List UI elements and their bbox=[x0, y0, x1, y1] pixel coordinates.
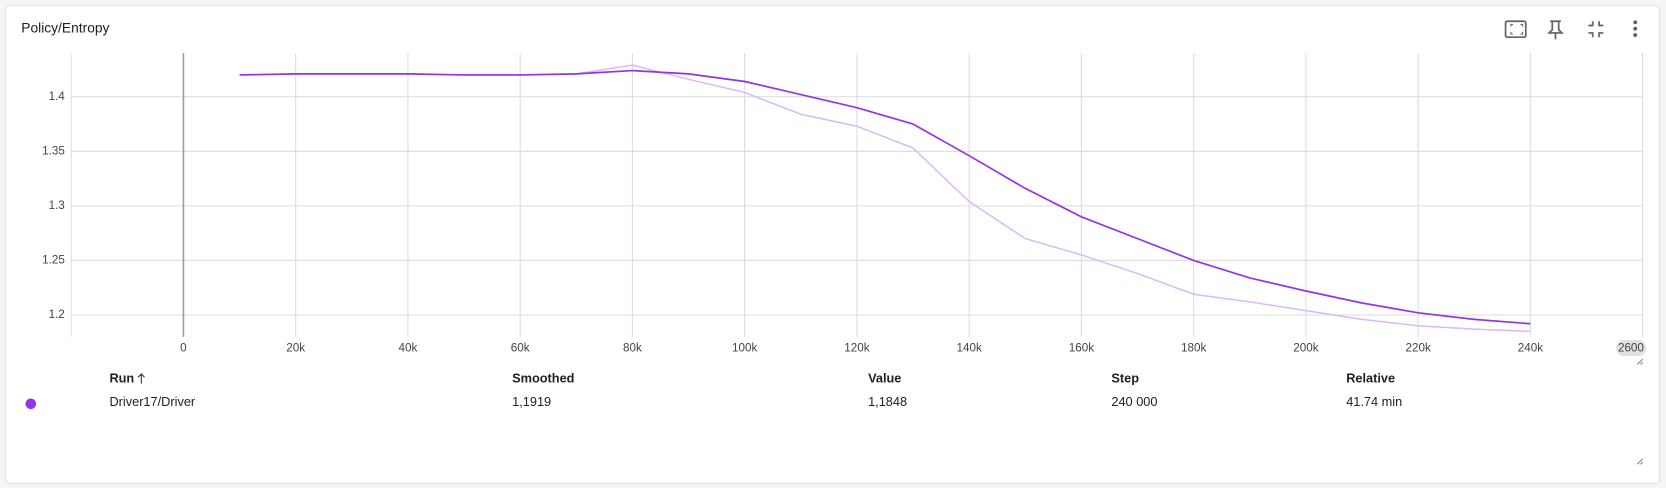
y-tick-label: 1.2 bbox=[49, 308, 65, 321]
series-line bbox=[239, 69, 1531, 325]
table-cell: 41.74 min bbox=[1346, 394, 1402, 409]
more-button[interactable] bbox=[1633, 20, 1638, 37]
chart-title: Policy/Entropy bbox=[21, 19, 109, 35]
collapse-button[interactable] bbox=[1588, 21, 1604, 38]
table-cell: 1,1919 bbox=[512, 394, 551, 409]
x-tick-label: 160k bbox=[1069, 342, 1094, 355]
x-tick-label: 2600 bbox=[1618, 342, 1644, 355]
fit-domain-button[interactable] bbox=[1504, 20, 1527, 39]
x-tick-label: 20k bbox=[286, 342, 305, 355]
run-color-dot bbox=[25, 398, 37, 410]
x-tick-label: 120k bbox=[844, 342, 869, 355]
x-tick-label: 200k bbox=[1293, 342, 1318, 355]
y-tick-label: 1.3 bbox=[49, 199, 65, 212]
column-header: Run bbox=[109, 371, 134, 386]
x-tick-label: 240k bbox=[1518, 342, 1543, 355]
column-header: Step bbox=[1111, 371, 1139, 386]
x-tick-label: 180k bbox=[1181, 342, 1206, 355]
x-tick-label: 140k bbox=[956, 342, 981, 355]
resize-handle[interactable] bbox=[1636, 358, 1644, 365]
resize-handle[interactable] bbox=[1636, 458, 1644, 465]
y-tick-label: 1.4 bbox=[49, 90, 66, 103]
sort-icon[interactable] bbox=[137, 373, 145, 384]
table-cell: 1,1848 bbox=[868, 394, 907, 409]
table-cell: Driver17/Driver bbox=[109, 394, 195, 409]
x-tick-label: 0 bbox=[180, 342, 187, 355]
table-cell: 240 000 bbox=[1111, 394, 1157, 409]
pin-button[interactable] bbox=[1547, 20, 1564, 40]
y-tick-label: 1.25 bbox=[42, 254, 65, 267]
y-tick-label: 1.35 bbox=[42, 144, 65, 157]
column-header: Value bbox=[868, 371, 901, 386]
x-tick-label: 60k bbox=[511, 342, 530, 355]
data-table: Run Smoothed Value Step Relative Driver17/Dri… bbox=[25, 371, 1402, 410]
column-header: Smoothed bbox=[512, 371, 574, 386]
x-tick-label: 40k bbox=[399, 342, 418, 355]
x-tick-label: 100k bbox=[732, 342, 757, 355]
x-tick-label: 220k bbox=[1405, 342, 1430, 355]
toolbar bbox=[1504, 20, 1638, 40]
axis-badge bbox=[1616, 340, 1646, 356]
card bbox=[4, 4, 1661, 484]
column-header: Relative bbox=[1346, 371, 1395, 386]
x-tick-label: 80k bbox=[623, 342, 642, 355]
